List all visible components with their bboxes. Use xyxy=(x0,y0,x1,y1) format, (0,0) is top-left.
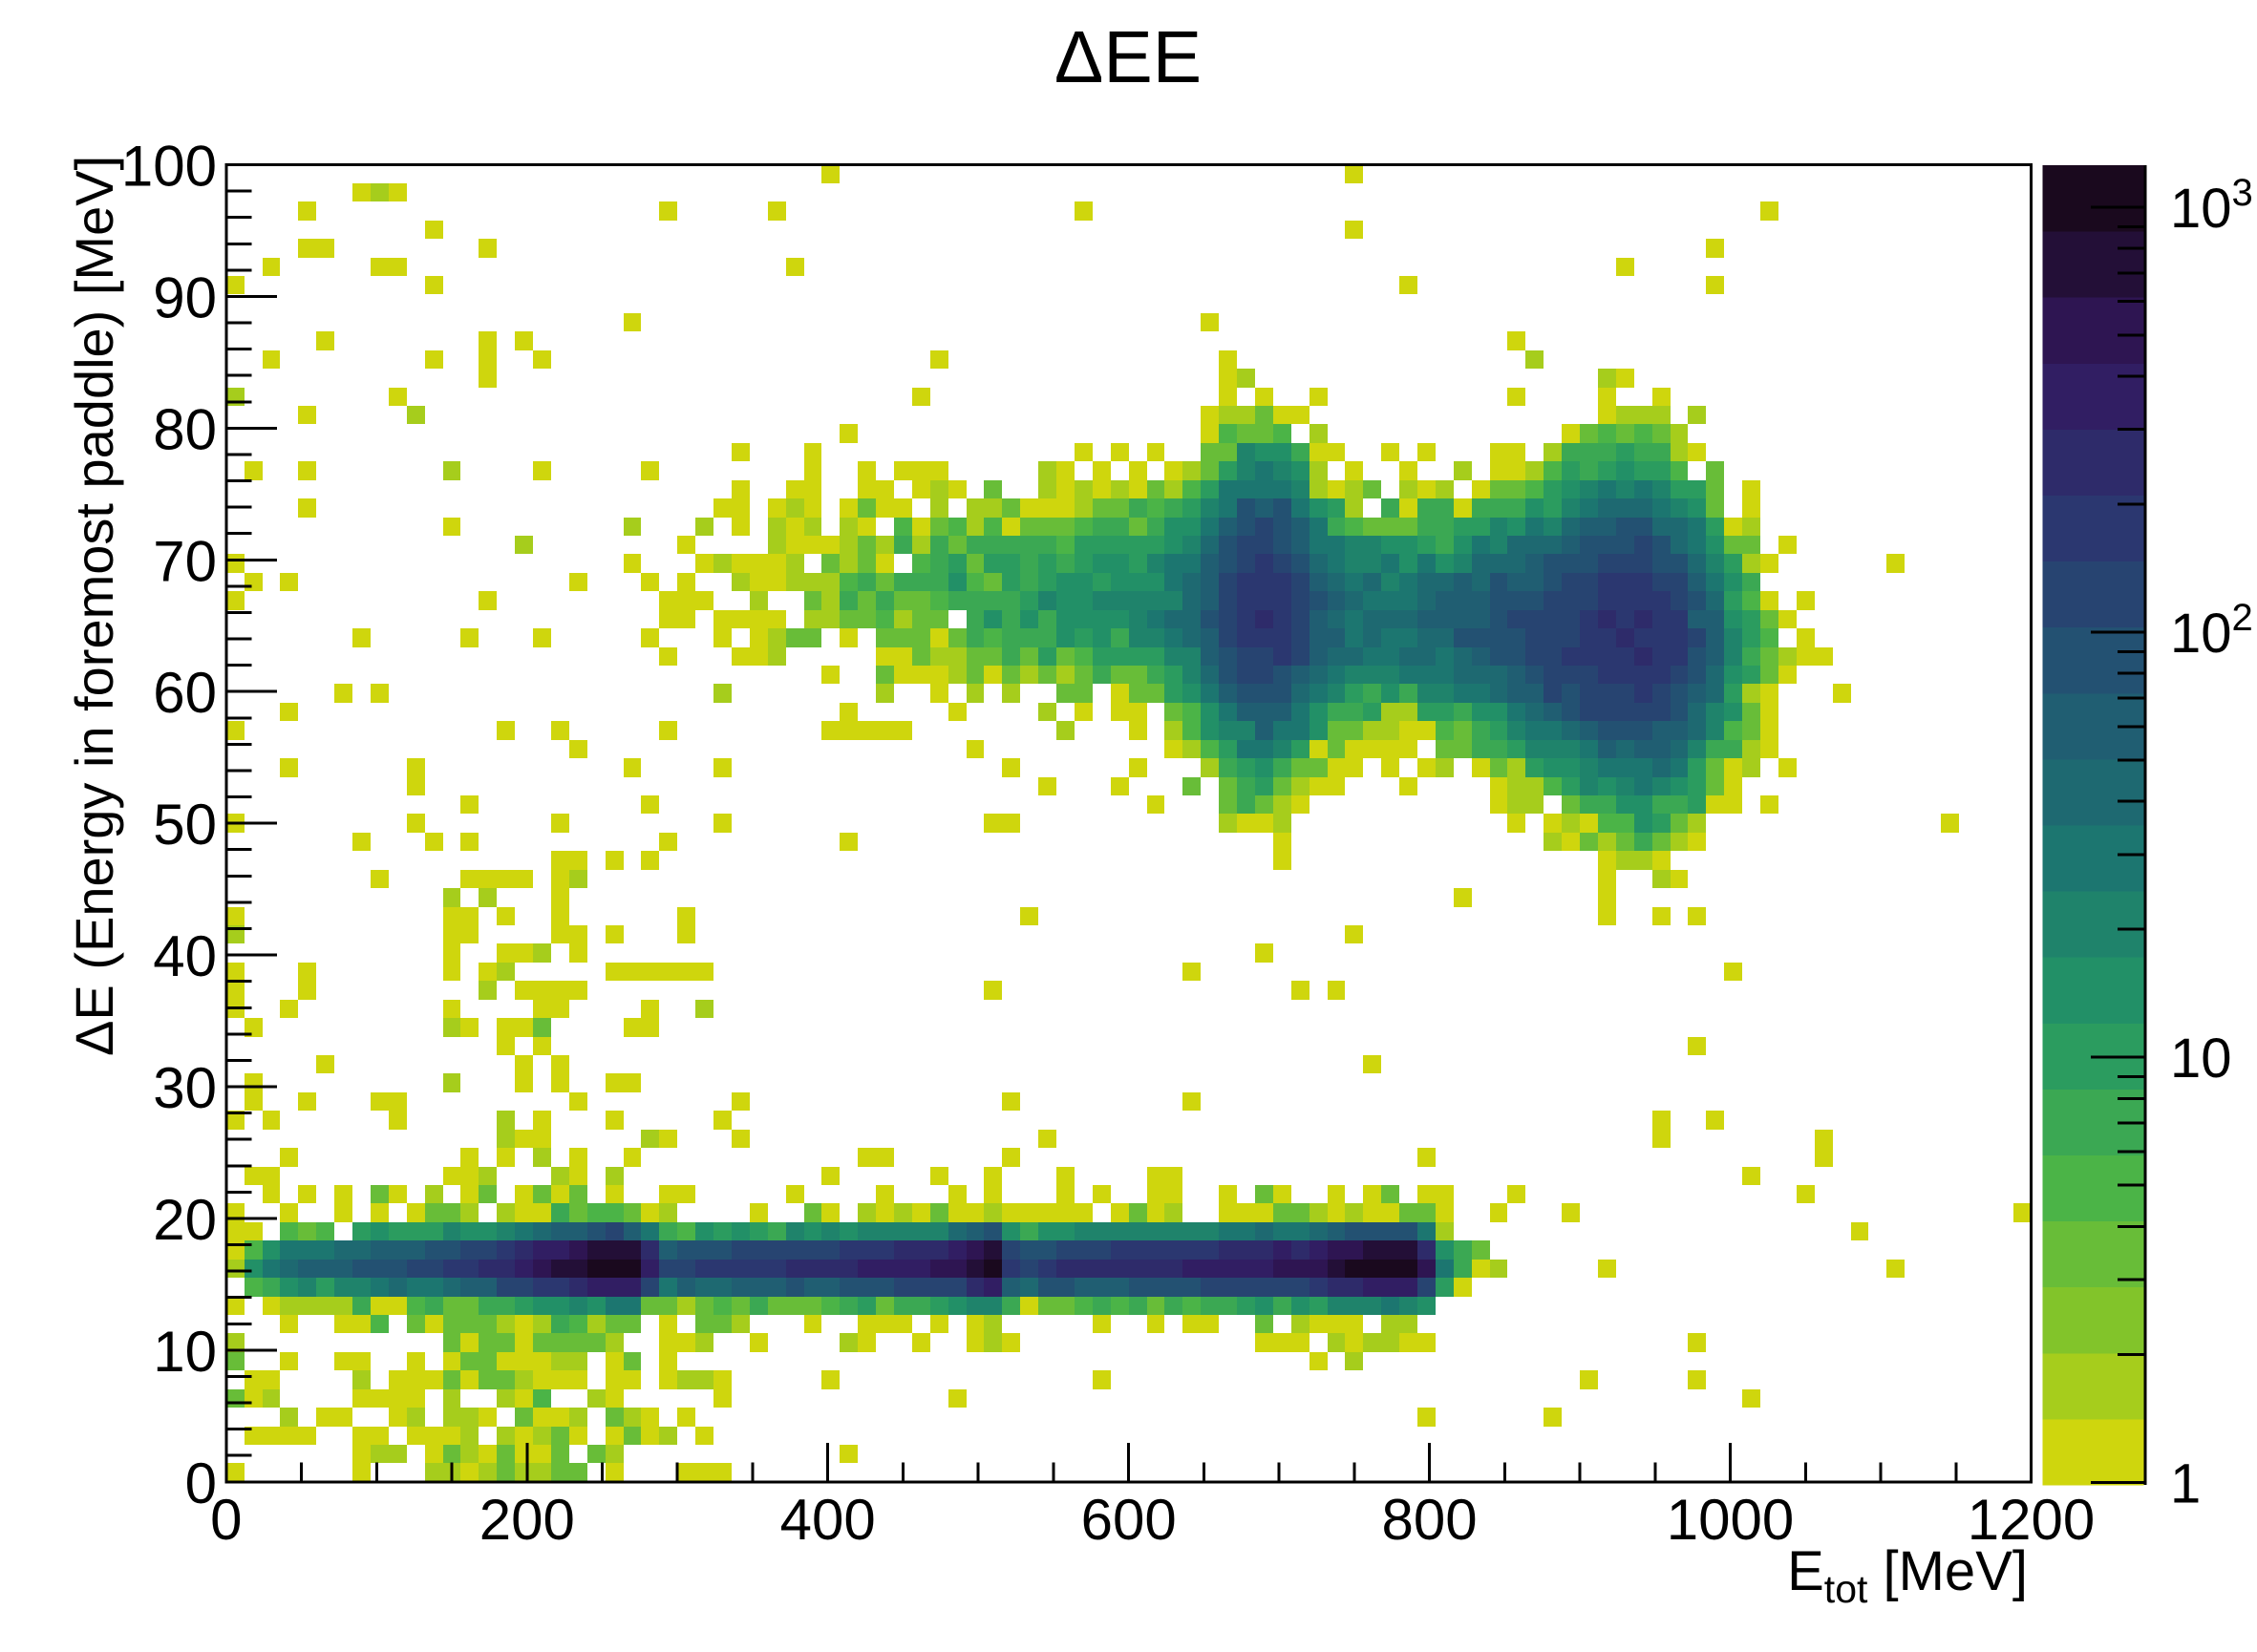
svg-text:ΔE (Energy in foremost paddle): ΔE (Energy in foremost paddle) [MeV] xyxy=(64,156,124,1056)
svg-text:10: 10 xyxy=(2170,1027,2232,1090)
svg-text:70: 70 xyxy=(153,529,217,593)
svg-text:600: 600 xyxy=(1081,1488,1177,1552)
svg-text:30: 30 xyxy=(153,1056,217,1120)
svg-text:50: 50 xyxy=(153,793,217,857)
svg-text:102: 102 xyxy=(2170,597,2253,665)
svg-text:1200: 1200 xyxy=(1968,1488,2095,1552)
svg-text:40: 40 xyxy=(153,924,217,988)
svg-text:90: 90 xyxy=(153,265,217,329)
svg-text:400: 400 xyxy=(780,1488,876,1552)
svg-text:100: 100 xyxy=(121,135,217,199)
svg-text:200: 200 xyxy=(479,1488,575,1552)
svg-text:Etot [MeV]: Etot [MeV] xyxy=(1787,1540,2028,1611)
svg-text:0: 0 xyxy=(185,1451,217,1515)
svg-text:80: 80 xyxy=(153,397,217,461)
svg-text:10: 10 xyxy=(153,1320,217,1384)
svg-text:1000: 1000 xyxy=(1667,1488,1794,1552)
svg-text:20: 20 xyxy=(153,1188,217,1252)
svg-text:1: 1 xyxy=(2170,1452,2201,1514)
svg-text:ΔEE: ΔEE xyxy=(1054,16,1202,98)
svg-text:0: 0 xyxy=(210,1488,242,1552)
svg-text:60: 60 xyxy=(153,661,217,725)
svg-text:800: 800 xyxy=(1382,1488,1478,1552)
